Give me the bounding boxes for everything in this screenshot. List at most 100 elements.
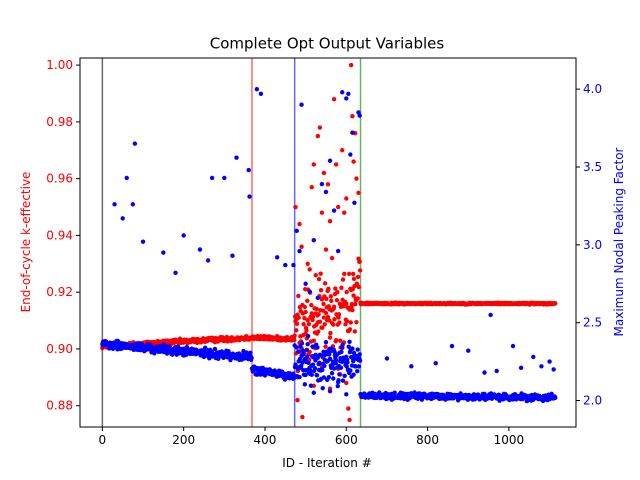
data-point-outlier xyxy=(510,343,516,349)
data-point xyxy=(351,372,356,377)
data-point-outlier xyxy=(340,148,345,153)
data-point xyxy=(296,315,301,320)
data-point xyxy=(337,372,342,377)
data-point xyxy=(294,328,299,333)
data-point-outlier xyxy=(319,210,325,215)
data-point xyxy=(301,321,306,327)
data-point xyxy=(311,338,316,343)
data-point xyxy=(304,328,309,333)
data-point xyxy=(355,296,360,301)
data-point-outlier xyxy=(551,367,556,372)
data-point xyxy=(314,306,319,312)
data-point xyxy=(342,271,347,276)
data-point xyxy=(298,363,304,369)
data-point-outlier xyxy=(112,202,117,207)
data-point-outlier xyxy=(547,359,552,364)
data-point xyxy=(333,286,338,291)
data-point xyxy=(357,352,362,357)
data-point xyxy=(357,268,363,273)
data-point-outlier xyxy=(258,91,264,97)
data-point-outlier xyxy=(346,91,351,97)
data-point xyxy=(249,355,254,360)
data-point-outlier xyxy=(321,170,327,176)
data-point xyxy=(321,301,326,307)
plot-frame xyxy=(79,57,577,428)
data-point-outlier xyxy=(230,253,235,258)
data-point xyxy=(347,339,352,345)
data-point-outlier xyxy=(327,158,333,163)
data-point xyxy=(212,346,218,352)
data-point-outlier xyxy=(335,248,341,254)
data-point xyxy=(317,319,323,324)
data-point-outlier xyxy=(348,62,354,68)
data-point-outlier xyxy=(181,233,186,238)
data-point xyxy=(330,362,335,368)
data-point xyxy=(337,320,342,325)
x-tick-label: 0 xyxy=(99,433,107,447)
data-point-outlier xyxy=(293,204,298,210)
scatter-points xyxy=(100,62,558,423)
data-point xyxy=(317,360,322,366)
data-point xyxy=(322,322,327,327)
data-point xyxy=(305,354,310,359)
data-point xyxy=(161,342,166,347)
data-point-outlier xyxy=(173,270,178,276)
data-point xyxy=(305,298,310,304)
data-point-outlier xyxy=(274,255,280,260)
data-point-outlier xyxy=(299,244,304,249)
data-point xyxy=(356,364,362,369)
data-point-outlier xyxy=(303,309,308,315)
data-point xyxy=(338,338,343,343)
data-point-outlier xyxy=(347,417,352,423)
data-point-outlier xyxy=(449,343,455,349)
data-point xyxy=(331,376,336,381)
data-point xyxy=(316,276,322,282)
data-point-outlier xyxy=(354,176,359,181)
data-point xyxy=(353,301,358,307)
y-left-tick-label: 0.98 xyxy=(46,115,73,129)
data-point xyxy=(308,383,314,388)
data-point xyxy=(216,356,221,362)
data-point-outlier xyxy=(344,196,349,201)
data-point xyxy=(318,271,323,276)
data-point-outlier xyxy=(357,113,362,118)
data-point xyxy=(350,346,355,351)
y-right-tick-label: 4.0 xyxy=(583,82,602,96)
data-point xyxy=(338,365,344,370)
data-point xyxy=(355,274,361,280)
data-point xyxy=(302,382,308,387)
data-point xyxy=(300,360,305,365)
data-point xyxy=(310,362,316,367)
data-point xyxy=(331,322,336,327)
data-point xyxy=(327,318,332,323)
data-point xyxy=(326,374,332,380)
data-point-outlier xyxy=(356,190,361,196)
data-point xyxy=(355,369,360,374)
data-point xyxy=(320,367,325,373)
data-point xyxy=(553,395,558,401)
data-point xyxy=(331,304,337,309)
data-point xyxy=(344,364,349,369)
data-point xyxy=(314,373,320,378)
data-point xyxy=(303,372,308,378)
data-point xyxy=(296,349,301,354)
data-point xyxy=(336,312,342,317)
data-point xyxy=(323,344,328,349)
data-point-outlier xyxy=(433,360,438,366)
data-point xyxy=(325,314,331,320)
data-point-outlier xyxy=(311,237,316,243)
data-point xyxy=(351,271,356,277)
data-point-outlier xyxy=(300,414,305,420)
data-point xyxy=(305,317,310,323)
data-point-outlier xyxy=(209,175,215,181)
data-point-outlier xyxy=(291,262,296,268)
data-point xyxy=(333,357,339,363)
data-point xyxy=(320,325,325,330)
data-point-outlier xyxy=(409,364,414,369)
data-point-outlier xyxy=(124,175,129,181)
data-point xyxy=(321,375,327,380)
data-point-outlier xyxy=(352,200,357,205)
data-point-outlier xyxy=(482,370,487,375)
x-axis: 0 200 400 600 800 1000 xyxy=(99,427,524,447)
